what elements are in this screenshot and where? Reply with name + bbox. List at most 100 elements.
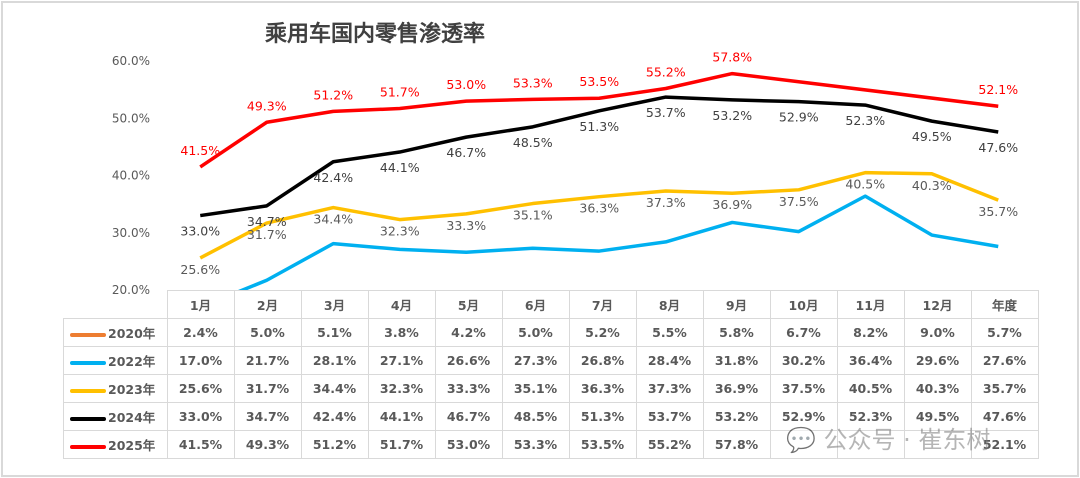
- table-cell: 53.0%: [434, 430, 503, 459]
- table-header: 10月: [769, 290, 838, 319]
- data-label: 36.3%: [579, 201, 619, 216]
- table-row: 2024年 33.0% 34.7% 42.4% 44.1% 46.7% 48.5% 51.3%…: [63, 402, 1039, 431]
- table-cell: 27.3%: [501, 346, 570, 375]
- table-cell: 55.2%: [635, 430, 704, 459]
- y-tick-label: 60.0%: [112, 54, 150, 68]
- legend-swatch: [70, 444, 106, 449]
- table-cell: 52.9%: [769, 402, 838, 431]
- table-cell: 42.4%: [300, 402, 369, 431]
- data-label: 47.6%: [978, 140, 1018, 155]
- data-label: 33.0%: [180, 224, 220, 239]
- data-label: 53.2%: [712, 108, 752, 123]
- table-cell: 53.2%: [702, 402, 771, 431]
- y-tick-label: 40.0%: [112, 169, 150, 183]
- legend-swatch: [70, 332, 106, 337]
- data-label: 53.5%: [579, 74, 619, 89]
- table-cell: [903, 430, 972, 459]
- watermark-text: 公众号 · 崔东树: [823, 426, 991, 454]
- table-cell: 36.3%: [568, 374, 637, 403]
- table-cell: 34.7%: [233, 402, 302, 431]
- data-label: 52.3%: [845, 113, 885, 128]
- table-cell: 48.5%: [501, 402, 570, 431]
- data-label: 34.4%: [313, 212, 353, 227]
- table-cell: 41.5%: [166, 430, 235, 459]
- legend-swatch: [70, 360, 106, 365]
- table-cell: 46.7%: [434, 402, 503, 431]
- table-cell: 36.4%: [836, 346, 905, 375]
- y-tick-label: 50.0%: [112, 111, 150, 125]
- legend-entry: 2020年: [63, 318, 168, 347]
- table-cell: 33.0%: [166, 402, 235, 431]
- data-label: 40.5%: [845, 177, 885, 192]
- table-cell: 34.4%: [300, 374, 369, 403]
- table-cell: 27.6%: [970, 346, 1039, 375]
- table-cell: 27.1%: [367, 346, 436, 375]
- table-cell: 57.8%: [702, 430, 771, 459]
- table-cell: 40.5%: [836, 374, 905, 403]
- table-cell: 35.1%: [501, 374, 570, 403]
- table-cell: 29.6%: [903, 346, 972, 375]
- table-cell: 32.3%: [367, 374, 436, 403]
- data-label: 51.2%: [313, 87, 353, 102]
- table-cell: 5.7%: [970, 318, 1039, 347]
- data-label: 32.3%: [380, 224, 420, 239]
- chart-title: 乘用车国内零售渗透率: [264, 22, 485, 47]
- data-table: 1月 2月 3月 4月 5月 6月 7月 8月 9月 10月 11月 12月 年度 2020年 2.4% 5.…: [63, 290, 1039, 459]
- legend-label: 2020年: [108, 326, 156, 341]
- table-cell: [836, 430, 905, 459]
- table-cell: 26.8%: [568, 346, 637, 375]
- y-tick-label: 20.0%: [112, 283, 150, 297]
- table-row: 2022年 17.0% 21.7% 28.1% 27.1% 26.6% 27.3% 26.8%…: [63, 346, 1039, 375]
- legend-label: 2022年: [108, 354, 156, 369]
- data-label: 57.8%: [712, 50, 752, 65]
- table-cell: 37.5%: [769, 374, 838, 403]
- table-header: 年度: [970, 290, 1039, 319]
- data-label: 42.4%: [313, 170, 353, 185]
- table-cell: [769, 430, 838, 459]
- table-cell: 17.0%: [166, 346, 235, 375]
- table-cell: 28.1%: [300, 346, 369, 375]
- y-tick-label: 30.0%: [112, 226, 150, 240]
- table-cell: 21.7%: [233, 346, 302, 375]
- data-label: 35.7%: [978, 204, 1018, 219]
- table-cell: 25.6%: [166, 374, 235, 403]
- table-header: 7月: [568, 290, 637, 319]
- table-cell: 9.0%: [903, 318, 972, 347]
- data-label: 49.3%: [247, 98, 287, 113]
- table-cell: 6.7%: [769, 318, 838, 347]
- table-cell: 4.2%: [434, 318, 503, 347]
- table-cell: 5.0%: [501, 318, 570, 347]
- data-label: 51.7%: [380, 85, 420, 100]
- legend-entry: 2025年: [63, 430, 168, 459]
- series-line-2022年: [238, 194, 999, 290]
- legend-entry: 2024年: [63, 402, 168, 431]
- data-label: 35.1%: [513, 208, 553, 223]
- table-cell: 36.9%: [702, 374, 771, 403]
- data-label: 33.3%: [446, 218, 486, 233]
- data-label: 53.7%: [646, 105, 686, 120]
- table-cell: 49.3%: [233, 430, 302, 459]
- legend-swatch: [70, 388, 106, 393]
- data-label: 41.5%: [180, 143, 220, 158]
- table-header: 5月: [434, 290, 503, 319]
- table-header: 8月: [635, 290, 704, 319]
- table-cell: 44.1%: [367, 402, 436, 431]
- data-label: 36.9%: [712, 197, 752, 212]
- table-cell: 5.2%: [568, 318, 637, 347]
- table-header: 6月: [501, 290, 570, 319]
- wechat-icon: 💬: [786, 426, 816, 454]
- table-row: 2020年 2.4% 5.0% 5.1% 3.8% 4.2% 5.0% 5.2% 5.5% 5.8…: [63, 318, 1039, 347]
- table-cell: 5.0%: [233, 318, 302, 347]
- data-label: 31.7%: [247, 227, 287, 242]
- table-header: 4月: [367, 290, 436, 319]
- data-label: 34.7%: [247, 214, 287, 229]
- data-label: 46.7%: [446, 145, 486, 160]
- table-cell: 28.4%: [635, 346, 704, 375]
- table-cell: 51.3%: [568, 402, 637, 431]
- data-label: 48.5%: [513, 135, 553, 150]
- series-line-2024年: [199, 95, 999, 218]
- data-label: 53.0%: [446, 77, 486, 92]
- table-cell: 53.3%: [501, 430, 570, 459]
